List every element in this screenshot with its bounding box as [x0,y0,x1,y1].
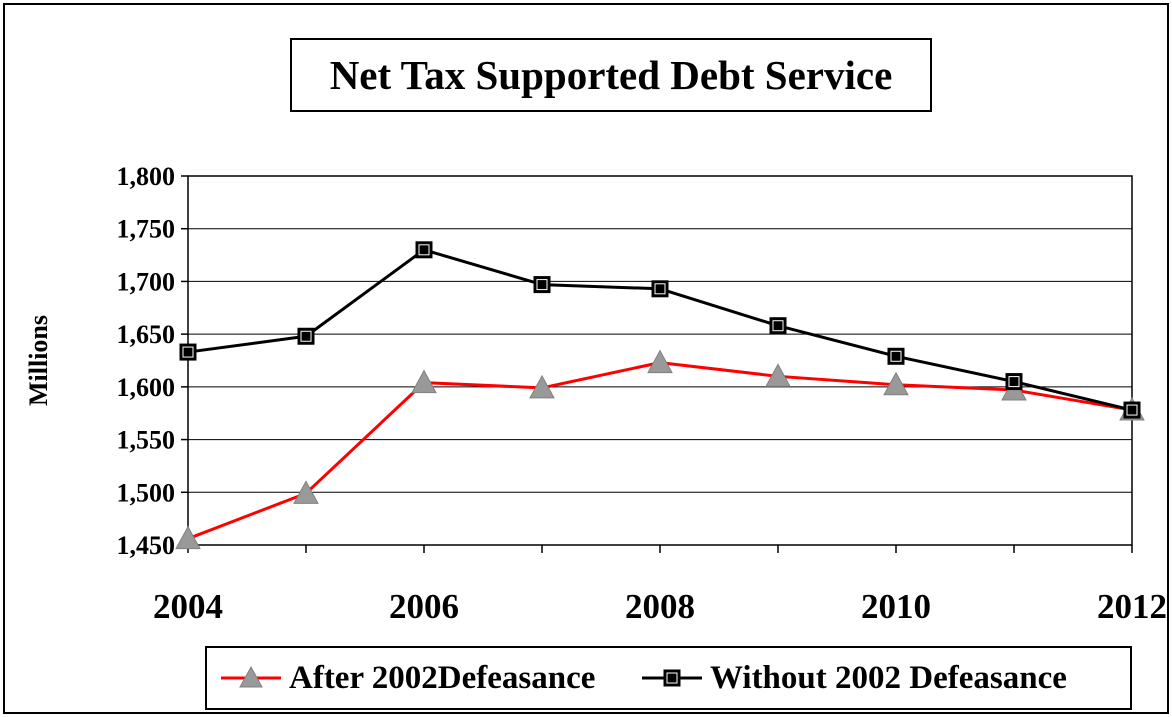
data-point-triangle [529,374,555,399]
chart-legend: After 2002Defeasance Without 2002 Defeas… [205,646,1132,710]
data-point-square [533,276,551,294]
data-point-square-inner [1126,404,1138,416]
x-tick-label: 2006 [389,587,459,626]
data-point-triangle [765,363,791,387]
y-tick-label: 1,450 [117,531,176,560]
y-tick-label: 1,500 [117,478,176,507]
data-point-triangle [883,371,909,396]
data-point-triangle [175,525,201,550]
data-point-square-inner [890,350,902,362]
data-point-square [769,317,787,335]
data-point-square-inner [1008,376,1020,388]
data-point-triangle [293,480,319,504]
legend-item-without: Without 2002 Defeasance [640,648,1067,708]
y-axis-label: Millions [24,315,53,406]
x-tick-label: 2010 [861,587,931,626]
data-point-square-inner [418,244,430,256]
y-tick-label: 1,550 [117,426,176,455]
data-point-square [179,343,197,361]
y-tick-label: 1,750 [117,215,176,244]
x-tick-label: 2012 [1097,587,1167,626]
data-point-triangle [647,349,673,374]
data-point-square-inner [182,346,194,358]
x-tick-label: 2008 [625,587,695,626]
data-point-square [415,241,433,259]
data-point-square [1123,401,1141,419]
data-point-square [1005,373,1023,391]
chart-title: Net Tax Supported Debt Service [290,38,932,112]
data-point-square [297,327,315,345]
y-tick-label: 1,600 [117,373,176,402]
x-tick-label: 2004 [153,587,223,626]
data-point-square-inner [654,283,666,295]
triangle-marker-icon [221,665,281,688]
y-tick-label: 1,650 [117,320,176,349]
chart-title-text: Net Tax Supported Debt Service [329,52,893,98]
data-point-square-inner [536,279,548,291]
legend-label-after: After 2002Defeasance [289,659,596,696]
data-point-triangle [411,369,437,394]
data-point-square-inner [300,330,312,342]
legend-label-without: Without 2002 Defeasance [710,659,1067,696]
data-point-square [887,347,905,365]
square-marker-icon [642,669,702,687]
data-point-square [651,280,669,298]
data-point-square-inner [772,320,784,332]
legend-item-after: After 2002Defeasance [219,648,595,708]
y-tick-label: 1,700 [117,267,176,296]
y-tick-label: 1,800 [117,162,176,191]
